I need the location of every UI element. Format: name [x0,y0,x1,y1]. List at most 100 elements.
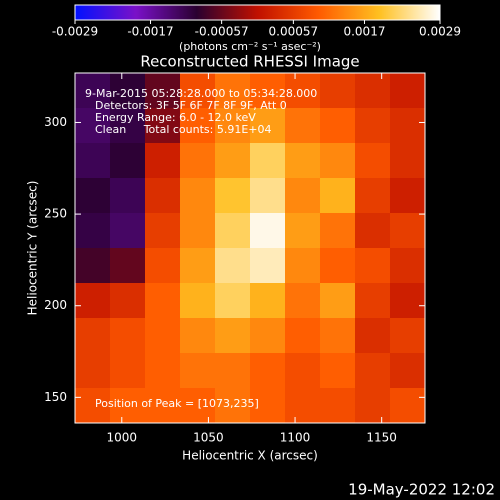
heatmap-cell [75,73,111,109]
heatmap-cell [285,178,321,214]
heatmap-cell [355,248,391,284]
colorbar-tick-label: -0.00057 [195,25,249,39]
heatmap-cell [355,143,391,179]
heatmap-cell [355,388,391,424]
heatmap-cell [285,283,321,319]
heatmap-cell [320,388,356,424]
heatmap-cell [215,318,251,354]
heatmap-cell [390,248,426,284]
heatmap-cell [215,353,251,389]
heatmap-cell [215,108,251,144]
heatmap-cell [390,318,426,354]
heatmap-cell [75,108,111,144]
heatmap-cell [75,213,111,249]
y-tick-label: 200 [44,298,67,312]
heatmap-cell [250,353,286,389]
heatmap-cell [110,283,146,319]
heatmap-cell [110,353,146,389]
heatmap-cell [215,388,251,424]
chart-title: Reconstructed RHESSI Image [140,53,359,71]
heatmap-cell [110,73,146,109]
heatmap-cell [250,248,286,284]
annotation: Energy Range: 6.0 - 12.0 keV [95,111,256,124]
heatmap-cell [215,283,251,319]
colorbar-tick-label: -0.0017 [127,25,173,39]
heatmap-cell [355,213,391,249]
x-tick-label: 1050 [193,431,224,445]
heatmap-cell [320,318,356,354]
heatmap-cell [110,388,146,424]
heatmap-cell [180,213,216,249]
heatmap-cell [110,318,146,354]
heatmap-cell [285,143,321,179]
heatmap-cell [110,143,146,179]
heatmap-cell [110,213,146,249]
heatmap-cell [145,353,181,389]
heatmap-cell [145,283,181,319]
heatmap-cell [355,108,391,144]
heatmap [75,73,426,424]
heatmap-cell [250,213,286,249]
annotation: Detectors: 3F 5F 6F 7F 8F 9F, Att 0 [95,99,287,112]
heatmap-cell [75,353,111,389]
heatmap-cell [215,143,251,179]
heatmap-cell [75,248,111,284]
colorbar-label: (photons cm⁻² s⁻¹ asec⁻²) [179,40,321,53]
heatmap-cell [320,143,356,179]
heatmap-cell [320,213,356,249]
heatmap-cell [180,248,216,284]
heatmap-cell [390,388,426,424]
heatmap-cell [390,143,426,179]
peak-label: Position of Peak = [1073,235] [95,397,259,410]
heatmap-cell [285,213,321,249]
heatmap-cell [250,178,286,214]
heatmap-cell [285,108,321,144]
heatmap-cell [320,108,356,144]
heatmap-cell [250,143,286,179]
colorbar-tick-label: 0.0029 [419,25,461,39]
heatmap-cell [390,108,426,144]
colorbar-tick-label: 0.00057 [269,25,319,39]
heatmap-cell [285,318,321,354]
colorbar [74,4,441,21]
heatmap-cell [180,178,216,214]
heatmap-cell [180,143,216,179]
footer-date: 19-May-2022 12:02 [348,481,495,499]
x-tick-label: 1150 [366,431,397,445]
heatmap-cell [355,318,391,354]
heatmap-cell [215,73,251,109]
x-tick-label: 1100 [280,431,311,445]
heatmap-cell [250,73,286,109]
annotation: Clean Total counts: 5.91E+04 [95,123,272,136]
heatmap-cell [355,178,391,214]
heatmap-cell [285,73,321,109]
heatmap-cell [180,353,216,389]
heatmap-cell [390,213,426,249]
heatmap-cell [110,248,146,284]
heatmap-cell [180,388,216,424]
heatmap-cell [320,73,356,109]
heatmap-cell [75,283,111,319]
heatmap-cell [250,318,286,354]
heatmap-cell [355,73,391,109]
heatmap-cell [390,283,426,319]
heatmap-cell [320,178,356,214]
heatmap-cell [215,248,251,284]
heatmap-cell [145,248,181,284]
heatmap-cell [355,353,391,389]
heatmap-cell [285,248,321,284]
y-tick-label: 150 [44,390,67,404]
heatmap-cell [180,283,216,319]
heatmap-cell [250,388,286,424]
plot-frame [74,72,426,424]
heatmap-cell [215,213,251,249]
heatmap-cell [110,178,146,214]
heatmap-cell [180,108,216,144]
y-tick-label: 300 [44,115,67,129]
y-axis-label: Heliocentric Y (arcsec) [26,181,40,316]
heatmap-cell [355,283,391,319]
heatmap-cell [250,283,286,319]
heatmap-cell [285,353,321,389]
x-axis-label: Heliocentric X (arcsec) [182,449,318,463]
